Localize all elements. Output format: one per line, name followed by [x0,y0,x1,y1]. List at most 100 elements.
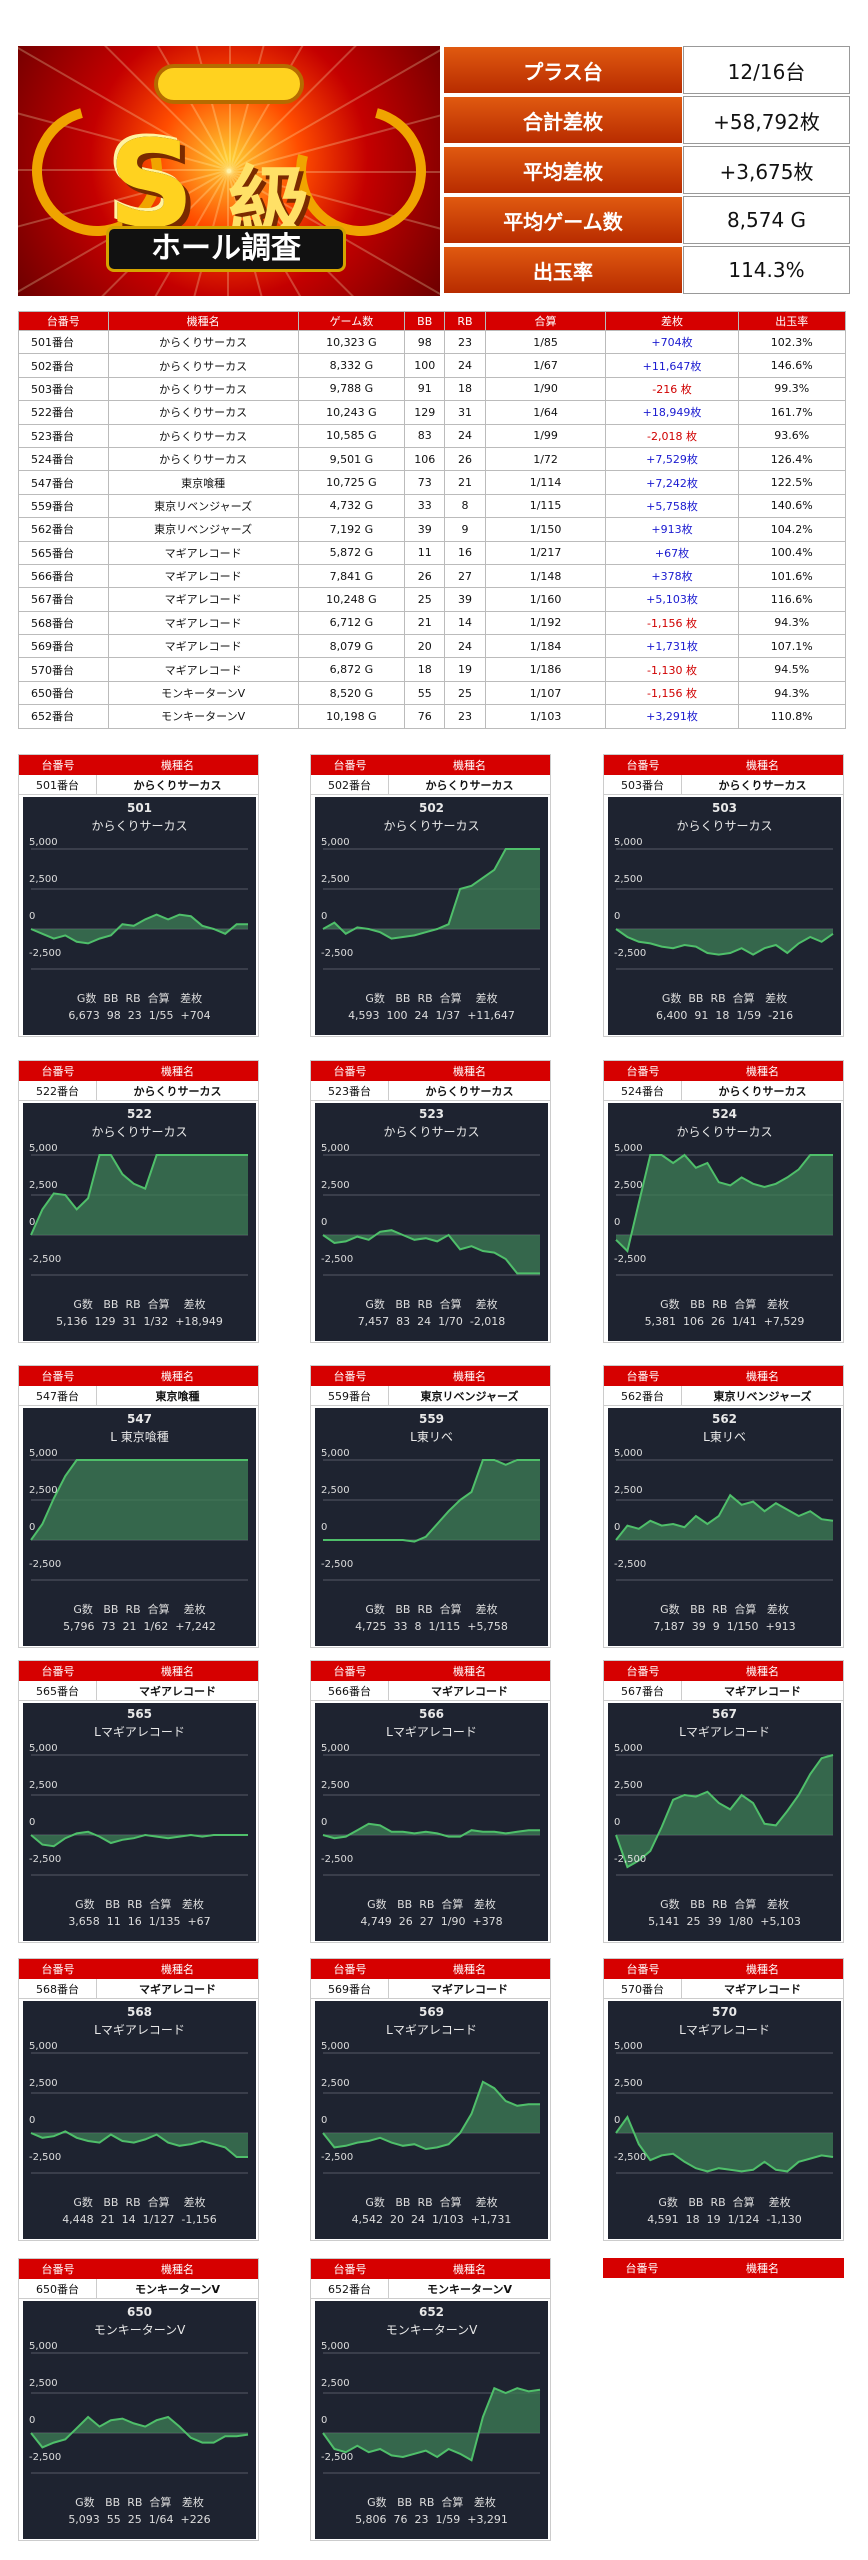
graph-machine-id: 562 [711,1412,738,1426]
table-cell: 1/64 [484,400,607,425]
card-values: 565番台 マギアレコード [19,1681,258,1701]
card-machine-number: 568番台 [19,1979,97,1998]
machine-card[interactable]: 台番号 機種名 559番台 東京リベンジャーズ 559 L東リベ 5,000 2,500 0 -2… [310,1365,551,1648]
tick-label: 2,500 [321,1180,350,1191]
table-cell: 652番台 [18,704,109,729]
card-values: 562番台 東京リベンジャーズ [604,1386,843,1406]
summary-key: プラス台 [443,46,683,94]
stats-header: G数 BB RB 合算 差枚 [660,1898,789,1911]
machine-card[interactable]: 台番号 機種名 650番台 モンキーターンV 650 モンキーターンV 5,000 2,500… [18,2258,259,2541]
tick-label: 0 [29,2415,36,2426]
card-values: 569番台 マギアレコード [311,1979,550,1999]
table-cell: 100 [404,353,446,378]
card-header: 台番号 機種名 [311,1366,550,1386]
table-cell: 566番台 [18,563,109,589]
stats-values: 4,593 100 24 1/37 +11,647 [348,1009,515,1022]
tick-label: 5,000 [29,2341,58,2352]
table-cell: 1/160 [484,587,607,612]
card-header: 台番号 機種名 [19,755,258,775]
card-header: 台番号 機種名 [604,1061,843,1081]
series-line [30,1154,248,1236]
machine-card[interactable]: 台番号 機種名 501番台 からくりサーカス 501 からくりサーカス 5,000 2,500… [18,754,259,1037]
card-machine-name: モンキーターンV [135,2282,220,2296]
slump-graph [322,2052,540,2174]
tick-label: 2,500 [29,874,58,885]
table-cell: 126.4% [737,446,847,472]
table-cell: 10,323 G [297,329,406,355]
tick-label: 5,000 [29,837,58,848]
machine-card[interactable]: 台番号 機種名 652番台 モンキーターンV 652 モンキーターンV 5,000 2,500… [310,2258,551,2541]
card-machine-number: 566番台 [311,1681,389,1700]
series-line [30,913,248,945]
machine-card[interactable]: 台番号 機種名 503番台 からくりサーカス 503 からくりサーカス 5,000 2,500… [603,754,844,1037]
table-cell: 94.3% [737,680,847,706]
machine-card[interactable]: 台番号 機種名 570番台 マギアレコード 570 Lマギアレコード 5,000 2,500 0… [603,1958,844,2241]
tick-label: 2,500 [321,1485,350,1496]
machine-card[interactable]: 台番号 機種名 522番台 からくりサーカス 522 からくりサーカス 5,000 2,500… [18,1060,259,1343]
stats-header: G数 BB RB 合算 差枚 [658,2196,791,2209]
table-cell: 524番台 [18,446,109,472]
tick-label: 0 [321,1817,328,1828]
table-cell: 106 [404,446,446,472]
tick-label: -2,500 [614,948,647,959]
summary-row: 出玉率 114.3% [443,246,850,294]
table-cell: 16 [444,540,486,565]
card-header-num: 台番号 [41,1963,75,1976]
tick-label: 2,500 [614,2078,643,2089]
card-header: 台番号 機種名 [19,2259,258,2279]
machine-card[interactable]: 台番号 機種名 523番台 からくりサーカス 523 からくりサーカス 5,000 2,500… [310,1060,551,1343]
table-cell: 27 [444,563,486,589]
series-area [323,1823,540,1839]
series-area [31,1460,248,1540]
card-header-name: 機種名 [161,759,194,772]
table-cell: +67枚 [605,540,739,565]
table-cell: -1,156 枚 [605,680,739,706]
machine-card[interactable]: 台番号 機種名 502番台 からくりサーカス 502 からくりサーカス 5,000 2,500… [310,754,551,1037]
card-header-name: 機種名 [746,2262,779,2275]
graph-panel: 502 からくりサーカス 5,000 2,500 0 -2,500 G数 BB RB 合算 … [315,797,548,1035]
card-header-name: 機種名 [453,1370,486,1383]
table-cell: 502番台 [18,353,109,378]
table-cell: 565番台 [18,540,109,565]
stats-values: 5,141 25 39 1/80 +5,103 [648,1915,801,1928]
card-machine-name: からくりサーカス [718,778,807,792]
card-header-num: 台番号 [41,1370,75,1383]
series-line [615,928,834,956]
table-row: 501番台 からくりサーカス 10,323 G 98 23 1/85 +704枚 102.3% [18,329,847,355]
table-cell: -1,156 枚 [605,610,739,636]
stats-header: G数 BB RB 合算 差枚 [73,2196,206,2209]
summary-key: 平均ゲーム数 [443,196,683,244]
stats-header: G数 BB RB 合算 差枚 [661,992,788,1005]
table-cell: マギアレコード [107,540,299,565]
table-row: 562番台 東京リベンジャーズ 7,192 G 39 9 1/150 +913枚 104.2% [18,517,847,542]
card-values: 524番台 からくりサーカス [604,1081,843,1101]
machine-card[interactable]: 台番号 機種名 568番台 マギアレコード 568 Lマギアレコード 5,000 2,500 0… [18,1958,259,2241]
summary-key: 平均差枚 [443,146,683,194]
table-cell: 569番台 [18,634,109,659]
machine-card[interactable]: 台番号 機種名 562番台 東京リベンジャーズ 562 L東リベ 5,000 2,500 0 -2… [603,1365,844,1648]
graph-machine-id: 652 [418,2305,445,2319]
machine-card[interactable]: 台番号 機種名 569番台 マギアレコード 569 Lマギアレコード 5,000 2,500 0… [310,1958,551,2241]
machine-card[interactable]: 台番号 機種名 547番台 東京喰種 547 L 東京喰種 5,000 2,500 0 -2,50… [18,1365,259,1648]
series-area [616,1155,833,1251]
series-line [323,1459,540,1543]
series-area [31,2131,248,2157]
table-cell: +18,949枚 [605,400,739,425]
slump-graph [30,1459,248,1581]
slump-graph [30,1154,248,1276]
machine-card[interactable]: 台番号 機種名 566番台 マギアレコード 566 Lマギアレコード 5,000 2,500 0… [310,1660,551,1943]
card-header-name: 機種名 [453,1963,486,1976]
table-cell: からくりサーカス [107,353,299,378]
table-cell: 98 [404,329,446,355]
graph-machine-title: L東リベ [410,1430,453,1444]
machine-card[interactable]: 台番号 機種名 524番台 からくりサーカス 524 からくりサーカス 5,000 2,500… [603,1060,844,1343]
card-values: 502番台 からくりサーカス [311,775,550,795]
machine-card[interactable]: 台番号 機種名 567番台 マギアレコード 567 Lマギアレコード 5,000 2,500 0… [603,1660,844,1943]
table-cell: -216 枚 [605,376,739,402]
series-area [323,1230,540,1274]
table-cell: 568番台 [18,610,109,636]
card-header-name: 機種名 [746,759,779,772]
tick-label: -2,500 [321,1559,354,1570]
card-machine-number: 501番台 [19,775,97,794]
machine-card[interactable]: 台番号 機種名 565番台 マギアレコード 565 Lマギアレコード 5,000 2,500 0… [18,1660,259,1943]
